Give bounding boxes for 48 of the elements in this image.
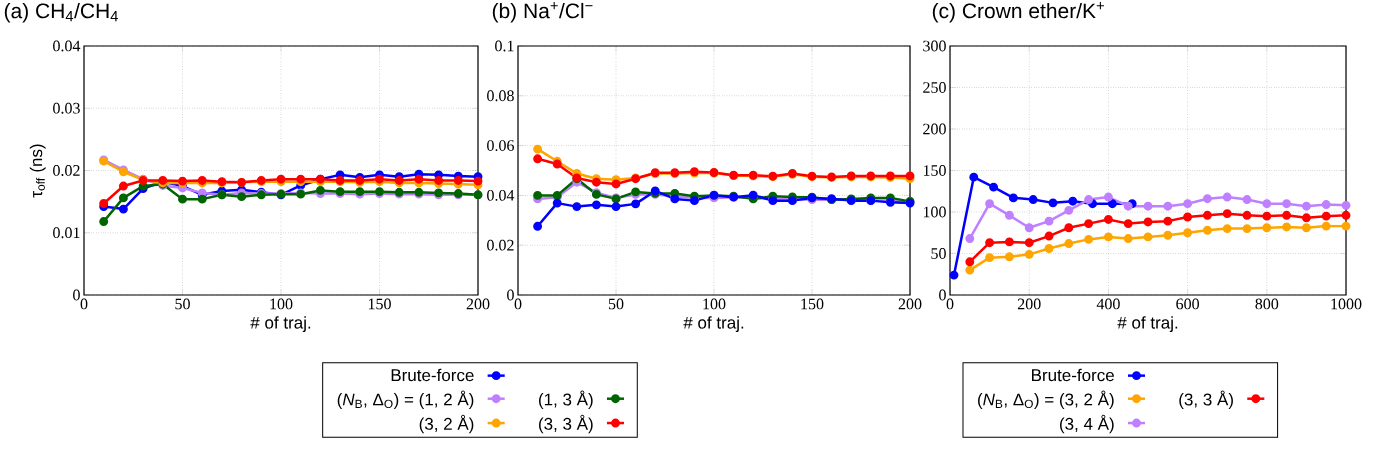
x-tick-label: 200 [898, 298, 922, 310]
legend-label: (3, 3 Å) [539, 414, 593, 434]
y-axis-title: τ$_{off}$ (ns) [29, 144, 46, 198]
x-tick-label: 200 [466, 298, 490, 310]
legend-label: (N$_{B}$, Δ$_{O}$) = (3, 2 Å) [978, 390, 1114, 409]
x-axis-title: # of traj. [683, 316, 744, 333]
y-tick-label: 0 [939, 289, 946, 301]
legend-label: (1, 3 Å) [539, 390, 593, 409]
y-tick-label: 0.03 [53, 102, 80, 114]
y-tick-label: 0.01 [53, 227, 80, 239]
legend-label: Brute-force [391, 368, 474, 382]
legend-label: (3, 4 Å) [1060, 414, 1114, 434]
y-tick-label: 0.06 [487, 140, 514, 152]
y-tick-label: 0.02 [487, 239, 514, 251]
x-tick-label: 600 [1176, 298, 1199, 310]
legend-label: Brute-force [1032, 368, 1114, 382]
legend-label: (3, 2 Å) [419, 414, 474, 434]
y-tick-label: 0.04 [53, 40, 81, 52]
y-tick-label: 0 [73, 289, 80, 301]
y-tick-label: 100 [923, 206, 946, 218]
chart-title: (a) CH$_{4}$/CH$_{4}$ [4, 2, 118, 23]
x-tick-label: 100 [703, 298, 726, 310]
x-tick-label: 400 [1096, 298, 1120, 310]
y-tick-label: 0.1 [495, 40, 514, 52]
x-axis-title: # of traj. [1117, 316, 1178, 333]
x-tick-label: 50 [175, 298, 190, 310]
x-tick-label: 1000 [1331, 298, 1362, 310]
y-tick-label: 150 [923, 165, 946, 176]
x-axis-title: # of traj. [250, 316, 311, 333]
x-tick-label: 0 [946, 298, 954, 310]
y-tick-label: 300 [923, 40, 946, 52]
x-tick-label: 200 [1017, 298, 1041, 310]
y-tick-label: 200 [923, 123, 946, 135]
x-tick-label: 150 [801, 298, 824, 310]
x-tick-label: 100 [270, 298, 293, 310]
chart-title: (c) Crown ether/K$^{+}$ [932, 2, 1104, 23]
chart-title: (b) Na$^{+}$/Cl$^{−}$ [492, 2, 593, 23]
y-tick-label: 50 [931, 248, 946, 259]
x-tick-label: 800 [1255, 298, 1279, 310]
y-tick-label: 0.08 [487, 90, 514, 102]
legend-label: (3, 3 Å) [1179, 390, 1233, 409]
y-tick-label: 0.02 [53, 165, 80, 176]
legend-label: (N$_{B}$, Δ$_{O}$) = (1, 2 Å) [337, 390, 474, 409]
x-tick-label: 50 [608, 298, 624, 310]
y-tick-label: 0.04 [487, 189, 515, 201]
y-tick-label: 0 [507, 289, 514, 301]
y-tick-label: 250 [923, 82, 946, 93]
x-tick-label: 150 [368, 298, 391, 310]
